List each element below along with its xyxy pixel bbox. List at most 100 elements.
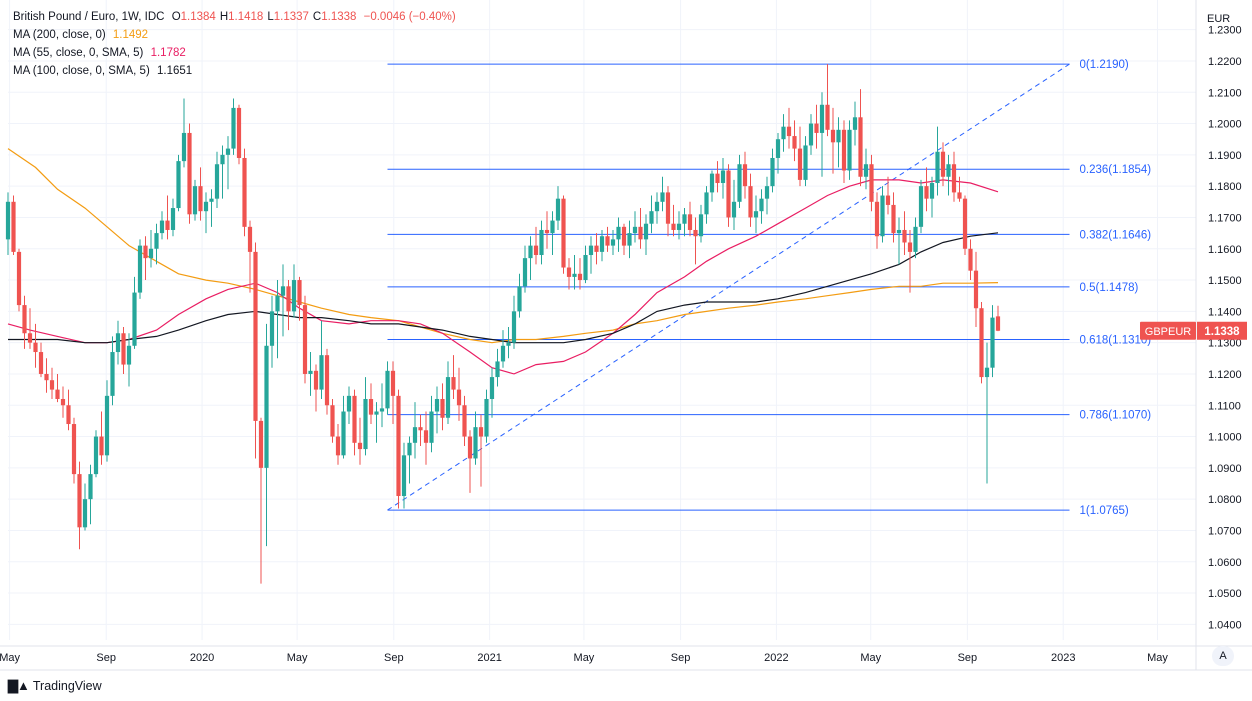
candle[interactable] — [115, 320, 121, 365]
candle[interactable] — [506, 327, 511, 359]
candle[interactable] — [297, 276, 302, 321]
candle[interactable] — [660, 176, 665, 212]
candle[interactable] — [605, 226, 610, 252]
candle[interactable] — [313, 364, 319, 412]
candle[interactable] — [918, 179, 924, 234]
candle[interactable] — [302, 295, 308, 384]
candle[interactable] — [324, 348, 330, 415]
candle[interactable] — [181, 98, 187, 168]
candle[interactable] — [638, 208, 643, 249]
candle[interactable] — [825, 64, 830, 137]
legend-ma55[interactable]: MA (55, close, 0, SMA, 5) 1.1782 — [13, 44, 456, 62]
candle[interactable] — [176, 154, 181, 212]
candle[interactable] — [748, 173, 753, 227]
candle[interactable] — [66, 389, 71, 431]
candle[interactable] — [775, 132, 781, 174]
candle[interactable] — [280, 264, 286, 337]
fibonacci-retracement[interactable]: 0(1.2190) 0.236(1.1854) 0.382(1.1646) 0.5(1… — [387, 59, 1152, 517]
candle[interactable] — [110, 336, 115, 406]
candle[interactable] — [665, 186, 671, 237]
candle[interactable] — [616, 217, 621, 252]
candle[interactable] — [550, 211, 555, 256]
candle[interactable] — [473, 411, 478, 465]
candle[interactable] — [88, 464, 93, 525]
candle[interactable] — [445, 361, 451, 425]
candle[interactable] — [687, 201, 693, 237]
candle[interactable] — [286, 280, 291, 331]
candle[interactable] — [671, 204, 676, 237]
candle[interactable] — [924, 167, 929, 212]
candle[interactable] — [154, 223, 159, 265]
candle[interactable] — [159, 211, 165, 240]
auto-scale-button[interactable]: A — [1212, 646, 1234, 666]
candle[interactable] — [759, 189, 764, 224]
candle[interactable] — [269, 295, 275, 368]
candle[interactable] — [561, 195, 566, 274]
candle[interactable] — [346, 386, 352, 425]
candle[interactable] — [11, 195, 16, 256]
candle[interactable] — [841, 120, 847, 184]
candle[interactable] — [572, 255, 577, 290]
candle[interactable] — [456, 367, 462, 421]
candle[interactable] — [352, 389, 357, 456]
candle[interactable] — [423, 411, 429, 465]
candle[interactable] — [5, 192, 11, 256]
candle[interactable] — [247, 220, 253, 293]
candle[interactable] — [786, 107, 792, 149]
candle[interactable] — [335, 424, 341, 465]
candle[interactable] — [44, 358, 49, 393]
candle[interactable] — [99, 411, 104, 465]
candle[interactable] — [341, 395, 346, 459]
candle[interactable] — [753, 195, 759, 234]
candle[interactable] — [522, 245, 528, 293]
candle[interactable] — [38, 342, 44, 378]
candle[interactable] — [803, 136, 808, 187]
candle[interactable] — [649, 195, 654, 234]
candle[interactable] — [704, 186, 709, 224]
candle[interactable] — [847, 120, 852, 180]
candle[interactable] — [93, 430, 99, 478]
candle[interactable] — [643, 214, 649, 256]
candle[interactable] — [742, 151, 748, 199]
candle[interactable] — [577, 258, 583, 290]
candle[interactable] — [319, 320, 324, 399]
candle[interactable] — [676, 211, 682, 240]
candle[interactable] — [126, 333, 132, 387]
candle[interactable] — [418, 414, 423, 446]
candle[interactable] — [434, 386, 440, 434]
candle[interactable] — [682, 208, 687, 237]
candle[interactable] — [594, 233, 599, 265]
candle[interactable] — [539, 220, 544, 265]
candle[interactable] — [935, 126, 940, 196]
candle[interactable] — [874, 192, 880, 249]
candle[interactable] — [225, 136, 231, 190]
candle[interactable] — [137, 239, 143, 299]
candle[interactable] — [588, 236, 594, 274]
candle[interactable] — [16, 248, 22, 312]
candle[interactable] — [968, 239, 973, 281]
candle[interactable] — [896, 217, 902, 265]
candle[interactable] — [957, 176, 962, 202]
legend-ma200[interactable]: MA (200, close, 0) 1.1492 — [13, 26, 456, 44]
candle[interactable] — [27, 308, 33, 349]
candle[interactable] — [962, 195, 968, 256]
candle[interactable] — [830, 107, 836, 174]
candle[interactable] — [693, 217, 698, 265]
candle[interactable] — [308, 352, 313, 396]
tradingview-brand[interactable]: ▇▲ TradingView — [8, 678, 102, 694]
candle[interactable] — [715, 161, 720, 193]
candle[interactable] — [258, 417, 264, 584]
candle[interactable] — [863, 148, 869, 190]
candle[interactable] — [731, 179, 737, 230]
candle[interactable] — [770, 148, 775, 193]
candle[interactable] — [902, 211, 907, 256]
candle[interactable] — [401, 442, 407, 509]
candle[interactable] — [533, 226, 539, 265]
candle[interactable] — [764, 176, 770, 215]
candle[interactable] — [726, 164, 731, 227]
candle[interactable] — [82, 483, 88, 531]
candle[interactable] — [517, 273, 522, 318]
candle[interactable] — [544, 211, 550, 249]
candle[interactable] — [792, 120, 797, 162]
